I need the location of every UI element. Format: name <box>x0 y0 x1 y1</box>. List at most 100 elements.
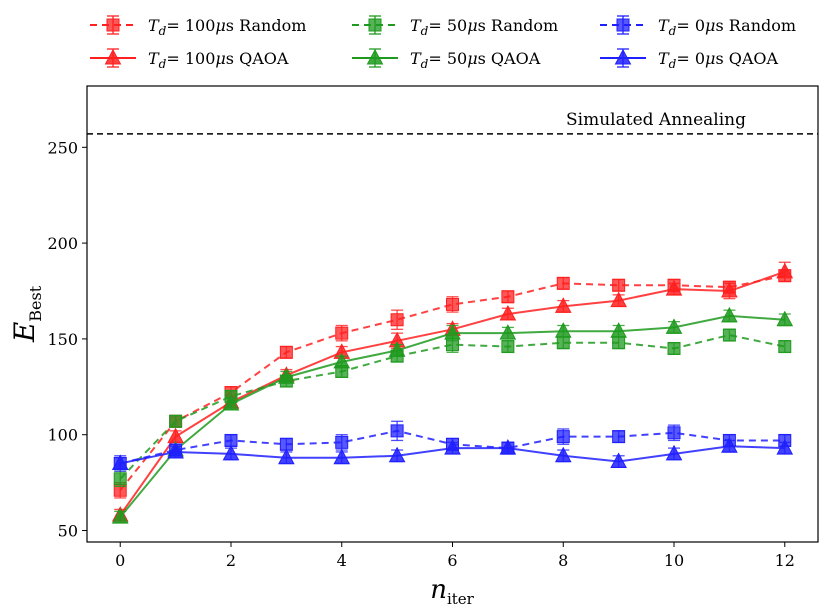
data-point <box>554 446 572 463</box>
data-point <box>612 278 626 292</box>
data-point <box>278 368 295 384</box>
data-point <box>776 310 794 327</box>
legend-marker <box>366 48 384 65</box>
data-point <box>667 426 681 440</box>
y-axis-label-main: E <box>8 322 41 343</box>
data-point <box>610 322 627 338</box>
x-axis-label-main: n <box>430 575 447 605</box>
legend-label: Td= 50μs Random <box>410 16 558 38</box>
legend-item: Td= 50μs Random <box>352 15 558 38</box>
data-point <box>556 276 570 290</box>
data-point <box>554 297 572 313</box>
data-point <box>113 472 127 486</box>
data-point <box>722 328 736 342</box>
data-point <box>499 439 517 455</box>
data-point <box>610 291 627 308</box>
data-point <box>501 290 515 304</box>
reference-line-group: Simulated Annealing <box>87 110 818 135</box>
reference-line-label: Simulated Annealing <box>566 110 746 130</box>
data-point <box>778 340 792 354</box>
data-point <box>390 313 404 327</box>
data-point <box>721 306 738 323</box>
legend-marker <box>368 18 382 32</box>
data-point <box>776 439 794 455</box>
data-point <box>111 454 129 470</box>
data-point <box>444 439 461 455</box>
data-point <box>335 435 349 449</box>
data-point <box>556 336 570 350</box>
data-point <box>721 281 738 298</box>
data-point <box>333 352 351 369</box>
legend: Td= 100μs Random Td= 50μs Random Td= 0μs R… <box>90 15 796 71</box>
y-tick-label: 50 <box>58 522 78 541</box>
plot-frame <box>86 85 819 543</box>
data-point <box>335 326 349 340</box>
data-point <box>222 394 240 411</box>
legend-marker <box>614 48 632 65</box>
x-tick-label: 0 <box>115 551 125 570</box>
series-line <box>119 334 785 480</box>
data-point <box>279 437 293 451</box>
legend-label: Td= 0μs QAOA <box>658 49 779 71</box>
series-5 <box>111 437 794 470</box>
data-point <box>721 437 738 453</box>
series-3 <box>111 306 794 524</box>
x-tick-label: 12 <box>775 551 795 570</box>
legend-label: Td= 100μs Random <box>148 16 306 38</box>
legend-label: Td= 0μs Random <box>658 16 796 38</box>
data-point <box>333 448 351 465</box>
data-point <box>444 324 461 340</box>
data-point <box>390 424 404 438</box>
legend-marker <box>104 48 122 65</box>
x-axis-label-sub: iter <box>447 590 475 608</box>
data-point <box>665 318 683 334</box>
data-point <box>499 304 517 321</box>
data-point <box>388 446 406 463</box>
plot-area: Simulated Annealing <box>86 85 819 543</box>
legend-item: Td= 0μs Random <box>600 15 796 38</box>
series-layer <box>111 261 794 524</box>
data-point <box>169 414 183 428</box>
x-tick-label: 10 <box>664 551 684 570</box>
legend-marker <box>106 18 120 32</box>
x-tick-label: 6 <box>447 551 457 570</box>
data-point <box>499 324 517 340</box>
legend-item: Td= 0μs QAOA <box>600 48 779 71</box>
legend-item: Td= 100μs Random <box>90 15 306 38</box>
data-point <box>665 444 683 461</box>
data-point <box>556 430 570 444</box>
data-point <box>554 322 572 338</box>
data-point <box>388 341 406 357</box>
legend-label: Td= 100μs QAOA <box>148 49 289 71</box>
data-point <box>612 430 626 444</box>
legend-item: Td= 100μs QAOA <box>90 48 289 71</box>
data-point <box>776 262 794 279</box>
legend-item: Td= 50μs QAOA <box>352 48 541 71</box>
data-point <box>612 336 626 350</box>
data-point <box>279 345 293 359</box>
series-2 <box>113 328 792 488</box>
x-tick-label: 4 <box>337 551 347 570</box>
data-point <box>446 297 459 311</box>
data-point <box>222 444 240 461</box>
y-tick-label: 250 <box>47 138 78 157</box>
legend-label: Td= 50μs QAOA <box>410 49 541 71</box>
data-point <box>501 340 515 354</box>
y-axis: 50 100 150 200 250 <box>47 138 87 541</box>
legend-marker <box>616 18 630 32</box>
data-point <box>224 433 238 447</box>
x-axis: 0 2 4 6 8 10 12 <box>115 542 795 570</box>
x-tick-label: 2 <box>226 551 236 570</box>
data-point <box>610 452 627 469</box>
x-tick-label: 8 <box>558 551 568 570</box>
data-point <box>665 280 683 296</box>
data-point <box>667 341 681 355</box>
y-tick-label: 150 <box>47 330 78 349</box>
data-point <box>111 508 129 524</box>
data-point <box>167 442 184 459</box>
data-point <box>278 448 295 465</box>
series-0 <box>113 269 792 499</box>
y-axis-label: EBest <box>8 285 45 343</box>
x-axis-label: niter <box>430 575 474 608</box>
